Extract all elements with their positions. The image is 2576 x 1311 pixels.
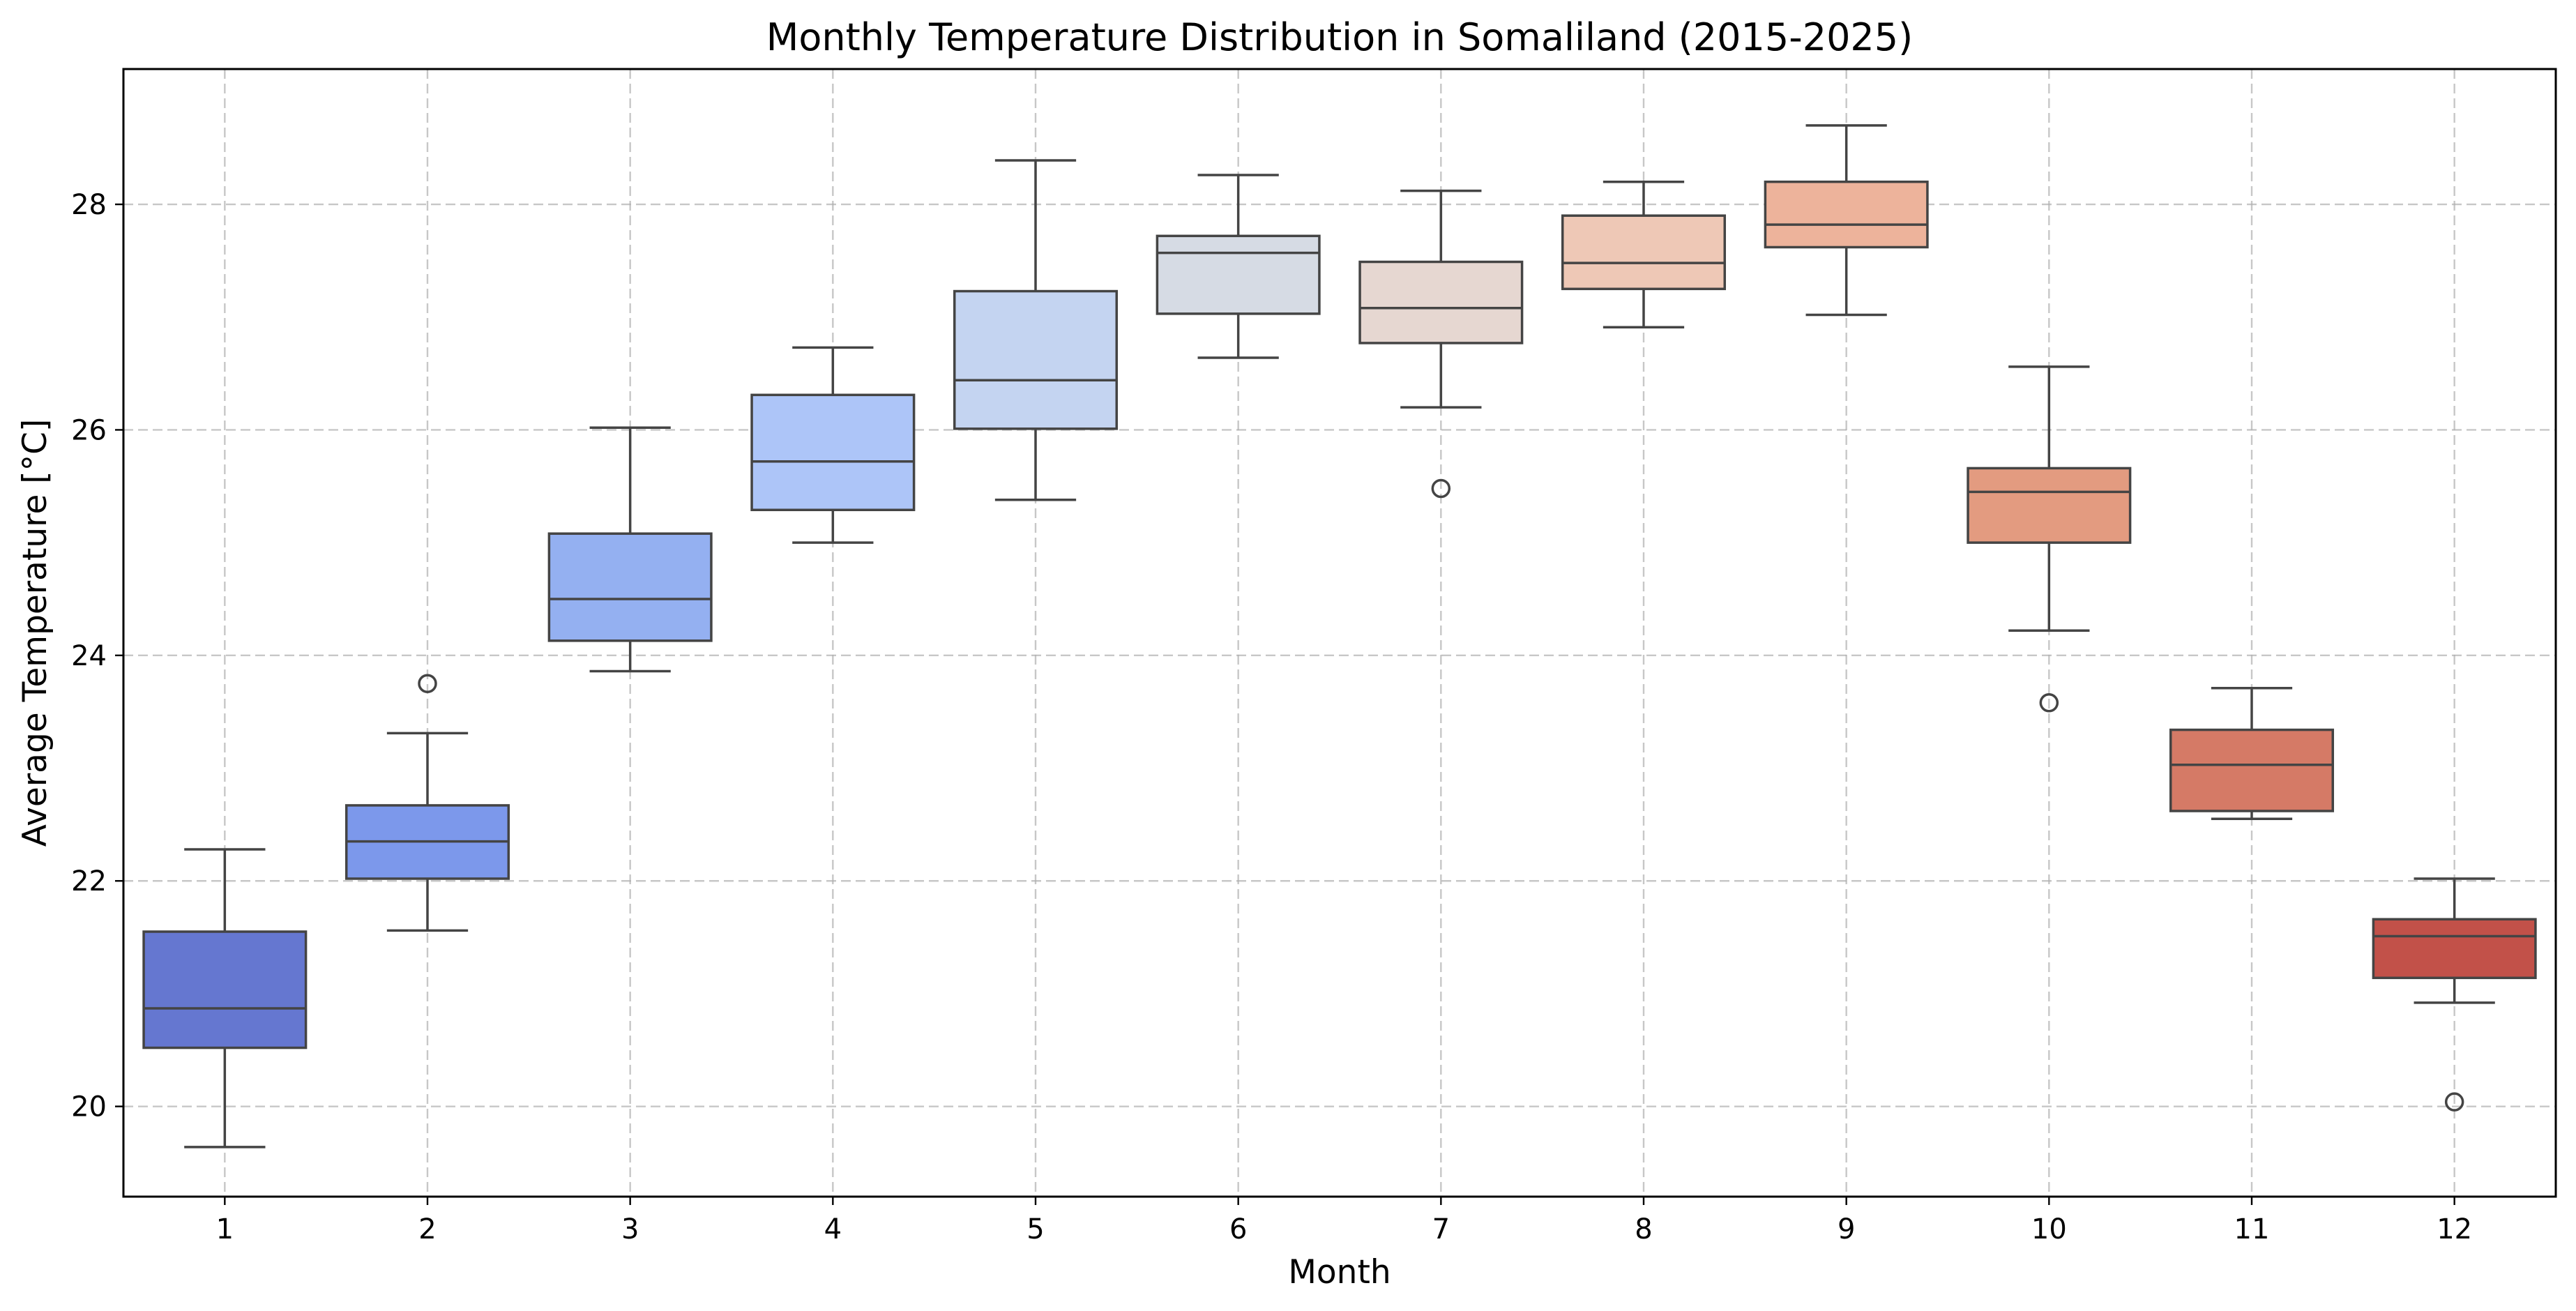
x-tick-label: 1	[216, 1213, 234, 1245]
y-axis-label: Average Temperature [°C]	[16, 419, 54, 847]
box-month-4	[750, 346, 916, 544]
y-tick-label: 26	[71, 414, 107, 446]
y-axis-ticks: 20 22 24 26 28	[71, 189, 123, 1123]
outlier-point	[2444, 1092, 2464, 1112]
chart-title: Monthly Temperature Distribution in Soma…	[766, 15, 1913, 59]
box-month-5	[953, 159, 1119, 501]
box-month-12	[2372, 877, 2537, 1112]
box-month-3	[547, 426, 713, 673]
box-iqr	[1561, 214, 1727, 291]
box-month-11	[2169, 686, 2335, 821]
x-axis-ticks: 1 2 3 4 5 6 7 8 9 10 11 12	[216, 1197, 2472, 1245]
x-tick-label: 3	[621, 1213, 639, 1245]
box-iqr	[142, 930, 308, 1049]
y-tick-label: 20	[71, 1091, 107, 1123]
plot-frame	[122, 68, 2557, 1198]
box-iqr	[953, 289, 1119, 430]
grid	[123, 69, 2556, 1197]
x-tick-label: 7	[1432, 1213, 1450, 1245]
box-month-6	[1156, 174, 1321, 359]
box-month-1	[142, 848, 308, 1149]
box-iqr	[1156, 234, 1321, 315]
x-tick-label: 12	[2437, 1213, 2472, 1245]
box-iqr	[1967, 467, 2132, 544]
x-tick-label: 6	[1229, 1213, 1247, 1245]
box-iqr	[1358, 260, 1524, 344]
x-tick-label: 9	[1838, 1213, 1855, 1245]
y-tick-label: 28	[71, 189, 107, 221]
box-month-2	[344, 674, 510, 932]
x-tick-label: 2	[418, 1213, 436, 1245]
box-month-7	[1358, 189, 1524, 499]
outlier-point	[1431, 478, 1451, 499]
x-tick-label: 11	[2234, 1213, 2270, 1245]
boxes	[142, 124, 2537, 1149]
box-month-9	[1764, 124, 1929, 317]
outlier-point	[2039, 693, 2059, 713]
box-iqr	[2169, 728, 2335, 812]
box-iqr	[750, 393, 916, 511]
box-iqr	[1764, 180, 1929, 249]
x-tick-label: 10	[2031, 1213, 2067, 1245]
box-iqr	[2372, 918, 2537, 980]
box-month-10	[1967, 365, 2132, 713]
x-tick-label: 4	[824, 1213, 842, 1245]
y-tick-label: 24	[71, 640, 107, 672]
box-month-8	[1561, 180, 1727, 329]
x-tick-label: 8	[1635, 1213, 1652, 1245]
x-axis-label: Month	[1288, 1253, 1391, 1291]
x-tick-label: 5	[1026, 1213, 1044, 1245]
outlier-point	[418, 674, 437, 694]
y-tick-label: 22	[71, 865, 107, 897]
box-iqr	[547, 532, 713, 642]
